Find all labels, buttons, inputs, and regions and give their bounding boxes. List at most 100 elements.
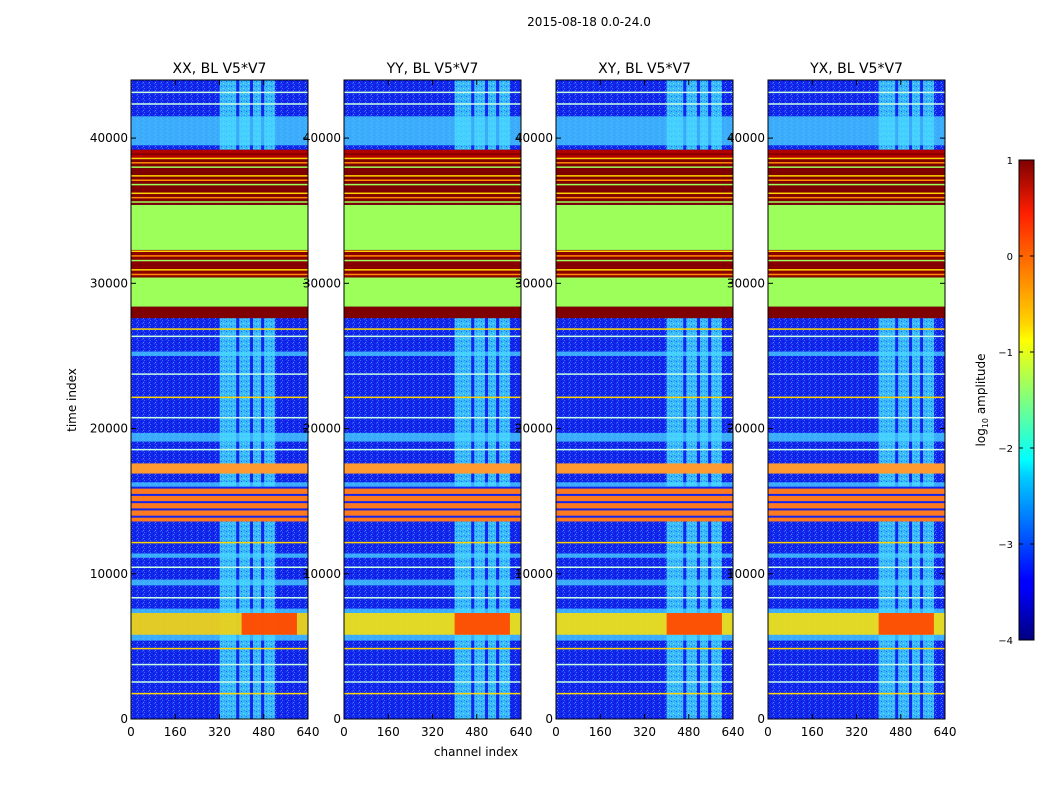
- flag-stripe: [768, 250, 945, 252]
- flag-stripe: [556, 196, 733, 199]
- time-line: [556, 647, 733, 650]
- time-line: [768, 541, 945, 544]
- time-line: [131, 663, 308, 666]
- flag-stripe: [131, 192, 308, 195]
- colorbar-tick-label: −4: [998, 636, 1013, 647]
- flag-stripe: [131, 183, 308, 186]
- time-line: [556, 91, 733, 94]
- time-line: [344, 91, 521, 94]
- flag-stripe: [131, 179, 308, 181]
- time-line: [131, 647, 308, 650]
- x-tick-label: 0: [764, 725, 772, 739]
- flag-band: [556, 463, 733, 474]
- time-line: [344, 647, 521, 650]
- time-line: [344, 396, 521, 399]
- flag-line: [556, 493, 733, 496]
- flagged-block: [556, 277, 733, 307]
- flag-stripe: [344, 250, 521, 252]
- y-tick-label: 30000: [727, 276, 765, 290]
- bright-band: [344, 351, 521, 356]
- panel-title: YY, BL V5*V7: [386, 61, 479, 77]
- flag-stripe: [768, 269, 945, 271]
- flag-stripe: [556, 162, 733, 164]
- bright-band: [768, 482, 945, 490]
- colorbar: 1 0 −1 −2 −3 −4 log10 amplitude: [974, 156, 1035, 647]
- time-line: [131, 416, 308, 419]
- flagged-block: [131, 249, 308, 278]
- channel-gap: [708, 80, 712, 719]
- flag-stripe: [344, 264, 521, 266]
- time-line: [344, 541, 521, 544]
- flag-stripe: [131, 255, 308, 257]
- flag-stripe: [344, 170, 521, 173]
- colorbar-gradient: [1018, 159, 1035, 641]
- flag-stripe: [768, 166, 945, 168]
- panel-xy: XY, BL V5*V7 0 160 320 480 640 0 10000 20000 3000…: [515, 61, 745, 739]
- x-tick-label: 0: [340, 725, 348, 739]
- x-tick-label: 480: [889, 725, 912, 739]
- time-line: [131, 566, 308, 569]
- flag-stripe: [344, 196, 521, 199]
- flag-stripe: [131, 170, 308, 173]
- x-tick-label: 0: [127, 725, 135, 739]
- time-line: [768, 663, 945, 666]
- time-line: [344, 597, 521, 599]
- flag-line: [768, 508, 945, 511]
- flag-stripe: [344, 162, 521, 164]
- bright-band: [768, 351, 945, 356]
- flag-band: [131, 463, 308, 474]
- x-tick-label: 480: [677, 725, 700, 739]
- flag-stripe: [768, 196, 945, 199]
- bright-band: [556, 482, 733, 490]
- flag-stripe: [556, 259, 733, 262]
- flag-stripe: [556, 183, 733, 186]
- flag-stripe: [131, 259, 308, 262]
- flag-line: [768, 501, 945, 504]
- flag-stripe: [768, 255, 945, 257]
- flag-stripe: [556, 264, 733, 266]
- time-line: [344, 335, 521, 338]
- hot-band-core: [878, 612, 934, 635]
- y-tick-label: 40000: [727, 131, 765, 145]
- y-tick-label: 30000: [90, 276, 128, 290]
- flag-stripe: [131, 166, 308, 168]
- flag-line: [556, 515, 733, 518]
- x-tick-label: 320: [208, 725, 231, 739]
- y-tick-label: 40000: [303, 131, 341, 145]
- flag-line: [768, 493, 945, 496]
- heatmap-yx: [768, 80, 945, 719]
- x-tick-label: 160: [801, 725, 824, 739]
- panel-yx: YX, BL V5*V7 0 160 320 480 640 0 10000 20000 3000…: [727, 61, 957, 739]
- colorbar-ticks: 1 0 −1 −2 −3 −4: [998, 156, 1034, 647]
- bright-band: [344, 579, 521, 586]
- flag-band: [768, 463, 945, 474]
- flag-stripe: [344, 192, 521, 195]
- flag-stripe: [768, 188, 945, 190]
- y-tick-label: 20000: [515, 422, 553, 436]
- time-line: [768, 597, 945, 599]
- flag-stripe: [768, 273, 945, 276]
- y-tick-label: 40000: [90, 131, 128, 145]
- flag-stripe: [768, 264, 945, 266]
- y-axis-label: time index: [65, 368, 79, 432]
- channel-gap: [236, 80, 240, 719]
- time-line: [768, 328, 945, 330]
- panel-title: YX, BL V5*V7: [809, 61, 903, 77]
- flag-line: [344, 486, 521, 489]
- channel-gap: [697, 80, 701, 719]
- bright-band: [131, 482, 308, 490]
- x-tick-label: 480: [465, 725, 488, 739]
- flag-stripe: [131, 196, 308, 199]
- flagged-block: [344, 277, 521, 307]
- flag-stripe: [556, 255, 733, 257]
- y-tick-label: 10000: [727, 567, 765, 581]
- y-tick-label: 30000: [303, 276, 341, 290]
- time-line: [131, 373, 308, 375]
- flag-stripe: [344, 273, 521, 276]
- time-line: [556, 692, 733, 695]
- time-line: [768, 91, 945, 94]
- time-line: [768, 373, 945, 375]
- flag-stripe: [556, 192, 733, 195]
- flag-stripe: [131, 188, 308, 190]
- flagged-block: [344, 204, 521, 250]
